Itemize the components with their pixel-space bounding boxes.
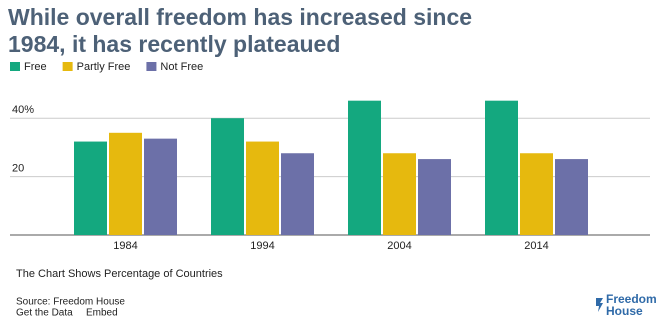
- bar: [144, 138, 177, 235]
- bar: [520, 153, 553, 235]
- bar: [281, 153, 314, 235]
- bar: [109, 132, 142, 235]
- source: Source: Freedom House: [16, 297, 125, 308]
- legend-label: Partly Free: [77, 61, 131, 73]
- x-tick-label: 2014: [524, 240, 548, 252]
- chart-title: While overall freedom has increased sinc…: [8, 4, 472, 30]
- bar: [74, 141, 107, 235]
- legend-swatch: [62, 62, 73, 71]
- x-tick-label: 1994: [250, 240, 274, 252]
- bar: [485, 100, 518, 236]
- link[interactable]: Embed: [86, 308, 118, 319]
- bar: [211, 118, 244, 235]
- legend-label: Free: [24, 61, 47, 73]
- legend-swatch: [10, 62, 20, 71]
- logo: House: [606, 304, 643, 318]
- x-tick-label: 2004: [387, 240, 411, 252]
- y-tick-label: 20: [12, 163, 24, 175]
- bar: [348, 100, 381, 236]
- chart-title: 1984, it has recently plateaued: [8, 31, 340, 57]
- note: The Chart Shows Percentage of Countries: [16, 268, 223, 280]
- legend-swatch: [146, 62, 157, 71]
- link[interactable]: Get the Data: [16, 308, 73, 319]
- bar: [418, 159, 451, 235]
- logo: Freedom: [606, 292, 657, 306]
- logo-icon: [596, 298, 603, 312]
- bar: [383, 153, 416, 235]
- legend-label: Not Free: [160, 61, 203, 73]
- x-tick-label: 1984: [113, 240, 137, 252]
- y-tick-label: 40%: [12, 104, 34, 116]
- bar: [555, 159, 588, 235]
- bar: [246, 141, 279, 235]
